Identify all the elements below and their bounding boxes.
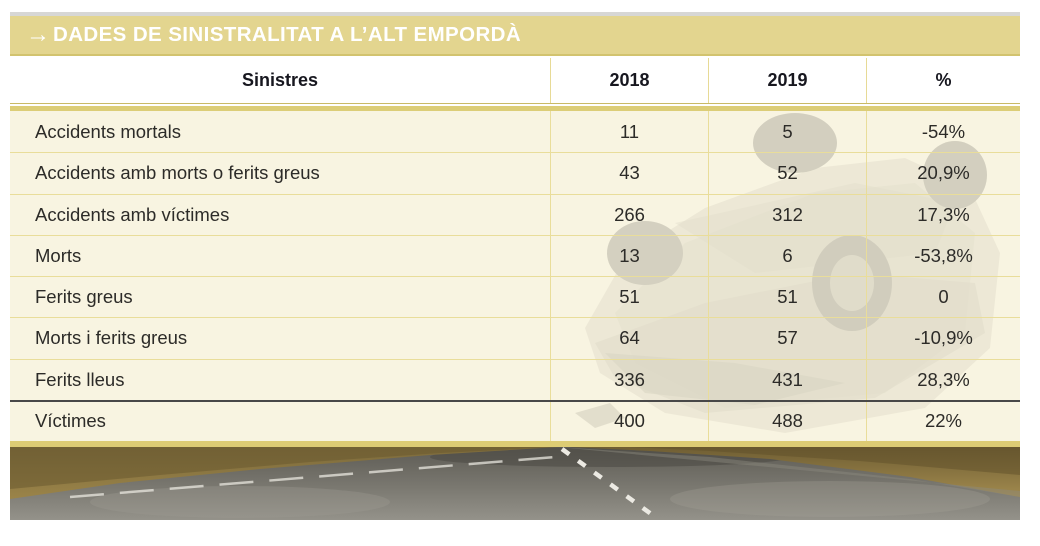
row-label: Accidents mortals [35,120,181,142]
top-hairline [10,12,1020,16]
row-label: Accidents amb morts o ferits greus [35,162,320,184]
value-percent: -54% [866,111,1020,153]
value-2019: 6 [708,235,866,276]
column-header-sinistres: Sinistres [241,70,319,90]
header-rule-thin [10,103,1020,104]
value-2019: 312 [708,194,866,235]
row-label: Morts i ferits greus [35,327,188,349]
value-percent: 0 [866,277,1020,318]
row-label: Morts [35,244,82,266]
road-photo [10,447,1020,520]
sinistralitat-table: Sinistres 2018 2019 % [10,58,1020,447]
value-2019: 52 [708,153,866,194]
header-rule-gap [10,104,1020,106]
row-label: Ferits greus [35,286,133,308]
value-percent: 20,9% [866,153,1020,194]
value-percent: -53,8% [866,235,1020,276]
value-2018: 64 [550,318,708,359]
table-row: Morts i ferits greus 64 57 -10,9% [10,317,1020,359]
row-label: Accidents amb víctimes [35,203,230,225]
value-2018: 43 [550,153,708,194]
value-percent: 17,3% [866,194,1020,235]
value-2018: 13 [550,235,708,276]
table-header-row: Sinistres 2018 2019 % [10,58,1020,103]
value-percent: 22% [866,401,1020,441]
header-rule-thick [10,106,1020,111]
column-header-percent: % [866,58,1020,103]
value-2018: 51 [550,277,708,318]
table-bottom-rule [10,441,1020,447]
table-row: Accidents amb víctimes 266 312 17,3% [10,193,1020,235]
value-2019: 431 [708,359,866,400]
table-body: Accidents mortals 11 5 -54% Accidents am… [10,111,1020,441]
table-row: Accidents mortals 11 5 -54% [10,111,1020,153]
value-2018: 336 [550,359,708,400]
arrow-right-icon: → [26,21,50,48]
table-row: Morts 13 6 -53,8% [10,234,1020,276]
row-label: Víctimes [35,410,106,432]
page-title: DADES DE SINISTRALITAT A L’ALT EMPORDÀ [53,22,522,46]
value-2018: 11 [550,111,708,153]
value-percent: -10,9% [866,318,1020,359]
value-2019: 488 [708,401,866,441]
value-2019: 51 [708,277,866,318]
table-row: Ferits greus 51 51 0 [10,276,1020,318]
title-bar: → DADES DE SINISTRALITAT A L’ALT EMPORDÀ [10,16,1020,56]
value-2018: 266 [550,194,708,235]
value-2019: 5 [708,111,866,153]
table-row: Víctimes 400 488 22% [10,399,1020,441]
table-row: Ferits lleus 336 431 28,3% [10,358,1020,400]
column-header-2019: 2019 [708,58,866,103]
value-2019: 57 [708,318,866,359]
row-label: Ferits lleus [35,368,125,390]
value-2018: 400 [550,401,708,441]
column-header-2018: 2018 [550,58,708,103]
value-percent: 28,3% [866,359,1020,400]
table-row: Accidents amb morts o ferits greus 43 52… [10,152,1020,194]
